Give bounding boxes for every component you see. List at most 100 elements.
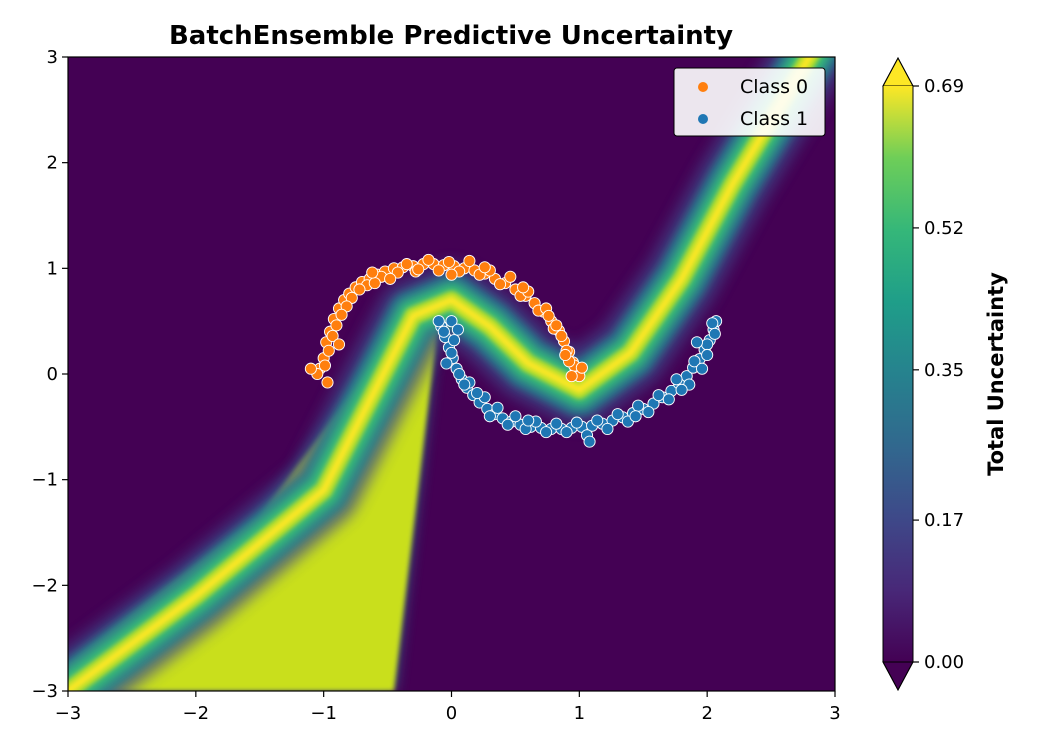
x-axis: −3 −2 −1 0 1 2 3 xyxy=(55,691,841,724)
data-point-class-0 xyxy=(575,361,588,374)
data-point-class-0 xyxy=(432,264,445,277)
data-point-class-1 xyxy=(448,334,461,347)
data-point-class-0 xyxy=(384,272,397,285)
data-point-class-1 xyxy=(570,416,583,429)
x-tick-label: 1 xyxy=(574,703,585,724)
data-point-class-0 xyxy=(565,370,578,383)
data-point-class-1 xyxy=(445,346,458,359)
data-point-class-1 xyxy=(708,327,721,340)
y-tick-label: −3 xyxy=(31,681,58,702)
data-point-class-0 xyxy=(330,319,343,332)
data-point-class-0 xyxy=(542,309,555,322)
data-point-class-1 xyxy=(522,414,535,427)
data-point-class-0 xyxy=(517,281,530,294)
x-tick-label: −3 xyxy=(55,703,82,724)
data-point-class-1 xyxy=(611,408,624,421)
colorbar-extend-bottom xyxy=(882,661,914,692)
x-tick-label: 3 xyxy=(829,703,840,724)
data-point-class-0 xyxy=(318,359,331,372)
data-point-class-1 xyxy=(629,410,642,423)
legend-marker-class-0 xyxy=(698,82,708,92)
data-point-class-0 xyxy=(463,254,476,267)
data-point-class-1 xyxy=(560,426,573,439)
data-point-class-0 xyxy=(504,270,517,283)
x-tick-label: −1 xyxy=(310,703,337,724)
data-point-class-1 xyxy=(491,401,504,414)
data-point-class-1 xyxy=(509,410,522,423)
uncertainty-band-peak xyxy=(68,57,814,691)
x-tick-label: −2 xyxy=(183,703,210,724)
data-point-class-1 xyxy=(675,383,688,396)
data-point-class-1 xyxy=(706,317,719,330)
y-axis: −3 −2 −1 0 1 2 3 xyxy=(31,47,68,702)
data-point-class-1 xyxy=(632,399,645,412)
colorbar-gradient xyxy=(883,86,913,662)
y-tick-label: 1 xyxy=(47,258,58,279)
scatter-points xyxy=(304,253,723,448)
data-point-class-1 xyxy=(696,362,709,375)
data-point-class-1 xyxy=(445,315,458,328)
data-point-class-1 xyxy=(471,386,484,400)
data-point-class-0 xyxy=(445,268,458,281)
colorbar-tick-label: 0.35 xyxy=(924,360,964,381)
data-point-class-0 xyxy=(368,277,381,290)
colorbar-ticks: 0.00 0.17 0.35 0.52 0.69 xyxy=(913,76,964,673)
data-point-class-1 xyxy=(670,373,683,386)
colorbar-label: Total Uncertainty xyxy=(984,272,1008,476)
legend: Class 0 Class 1 xyxy=(673,67,826,137)
data-point-class-0 xyxy=(478,261,491,274)
data-point-class-0 xyxy=(550,319,563,332)
colorbar-tick-label: 0.52 xyxy=(924,218,964,239)
data-point-class-0 xyxy=(353,283,366,296)
data-point-class-1 xyxy=(437,325,450,338)
data-point-class-1 xyxy=(501,418,514,431)
x-tick-label: 0 xyxy=(446,703,457,724)
y-tick-label: 0 xyxy=(47,364,58,385)
data-point-class-0 xyxy=(326,329,339,343)
data-point-class-1 xyxy=(688,355,701,368)
colorbar: 0.00 0.17 0.35 0.52 0.69 Total Uncertainty xyxy=(882,56,1008,692)
data-point-class-1 xyxy=(601,422,614,435)
data-point-class-1 xyxy=(453,367,466,381)
data-point-class-0 xyxy=(494,278,507,291)
legend-label-class-0: Class 0 xyxy=(740,76,808,98)
data-point-class-1 xyxy=(642,405,655,419)
data-point-class-0 xyxy=(335,308,348,321)
data-point-class-0 xyxy=(322,344,335,357)
data-point-class-1 xyxy=(591,414,604,427)
legend-marker-class-1 xyxy=(698,114,708,124)
data-point-class-1 xyxy=(458,378,471,391)
data-point-class-0 xyxy=(559,348,572,362)
colorbar-extend-top xyxy=(882,56,914,87)
axes-area: −3 −2 −1 0 1 2 3 −3 −2 −1 0 1 2 3 xyxy=(31,47,841,724)
y-tick-label: −2 xyxy=(31,575,58,596)
data-point-class-1 xyxy=(701,338,714,351)
legend-box xyxy=(673,67,826,137)
data-point-class-1 xyxy=(550,417,563,430)
data-point-class-1 xyxy=(432,315,445,328)
colorbar-tick-label: 0.00 xyxy=(924,652,964,673)
data-point-class-0 xyxy=(332,338,346,351)
data-point-class-1 xyxy=(540,426,553,439)
y-tick-label: −1 xyxy=(31,470,58,491)
data-point-class-1 xyxy=(483,410,496,423)
data-point-class-0 xyxy=(321,376,334,389)
legend-label-class-1: Class 1 xyxy=(740,108,808,130)
data-point-class-0 xyxy=(412,263,425,276)
data-point-class-1 xyxy=(440,357,453,370)
data-point-class-0 xyxy=(400,258,413,271)
data-point-class-0 xyxy=(366,266,379,279)
data-point-class-1 xyxy=(690,336,703,349)
data-point-class-1 xyxy=(451,323,464,336)
data-point-class-1 xyxy=(583,435,596,448)
data-point-class-0 xyxy=(422,253,435,266)
uncertainty-heatmap xyxy=(68,57,835,691)
colorbar-tick-label: 0.69 xyxy=(924,76,964,97)
data-point-class-0 xyxy=(304,362,317,375)
y-tick-label: 2 xyxy=(47,153,58,174)
data-point-class-1 xyxy=(701,348,714,362)
x-tick-label: 2 xyxy=(701,703,712,724)
data-point-class-1 xyxy=(652,389,665,402)
y-tick-label: 3 xyxy=(47,47,58,68)
